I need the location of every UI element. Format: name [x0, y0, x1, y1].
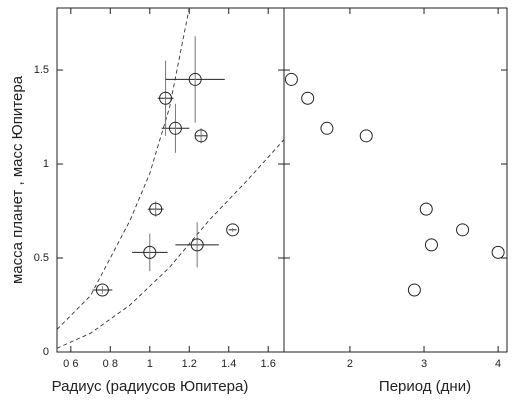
point — [419, 202, 433, 216]
point — [320, 121, 334, 135]
x-axis-label: Период (дни) — [379, 378, 471, 395]
point — [188, 72, 202, 86]
x-tick-label: 1 — [147, 358, 153, 370]
x-tick-label: 1.2 — [182, 358, 197, 370]
model-curve — [57, 139, 284, 349]
x-tick-label: 3 — [421, 358, 427, 370]
point — [168, 121, 182, 135]
x-axis-label: Радиус (радиусов Юпитера) — [52, 378, 249, 395]
point — [284, 72, 298, 86]
point — [226, 223, 240, 237]
y-axis-label: масса планет , масс Юпитера — [9, 75, 26, 284]
model-curve — [57, 8, 190, 330]
x-tick-label: 2 — [347, 358, 353, 370]
point — [407, 283, 421, 297]
point — [456, 223, 470, 237]
x-tick-label: 4 — [495, 358, 501, 370]
y-tick-label: 0.5 — [34, 252, 49, 264]
point — [159, 91, 173, 105]
x-tick-label: 0 6 — [63, 358, 78, 370]
x-tick-label: 0 8 — [103, 358, 118, 370]
x-tick-label: 1.4 — [221, 358, 236, 370]
y-tick-label: 0 — [43, 346, 49, 358]
x-tick-label: 1.6 — [261, 358, 276, 370]
point — [194, 129, 208, 143]
y-tick-label: 1.5 — [34, 64, 49, 76]
point — [424, 238, 438, 252]
y-tick-label: 1 — [43, 158, 49, 170]
plot-area — [57, 8, 284, 349]
panel-frame — [283, 7, 508, 353]
point — [190, 238, 204, 252]
point — [491, 245, 505, 259]
plot-area — [284, 72, 505, 297]
point — [143, 245, 157, 259]
point — [359, 129, 373, 143]
point — [301, 91, 315, 105]
point — [149, 202, 163, 216]
panel-frame — [56, 7, 285, 353]
point — [95, 283, 109, 297]
